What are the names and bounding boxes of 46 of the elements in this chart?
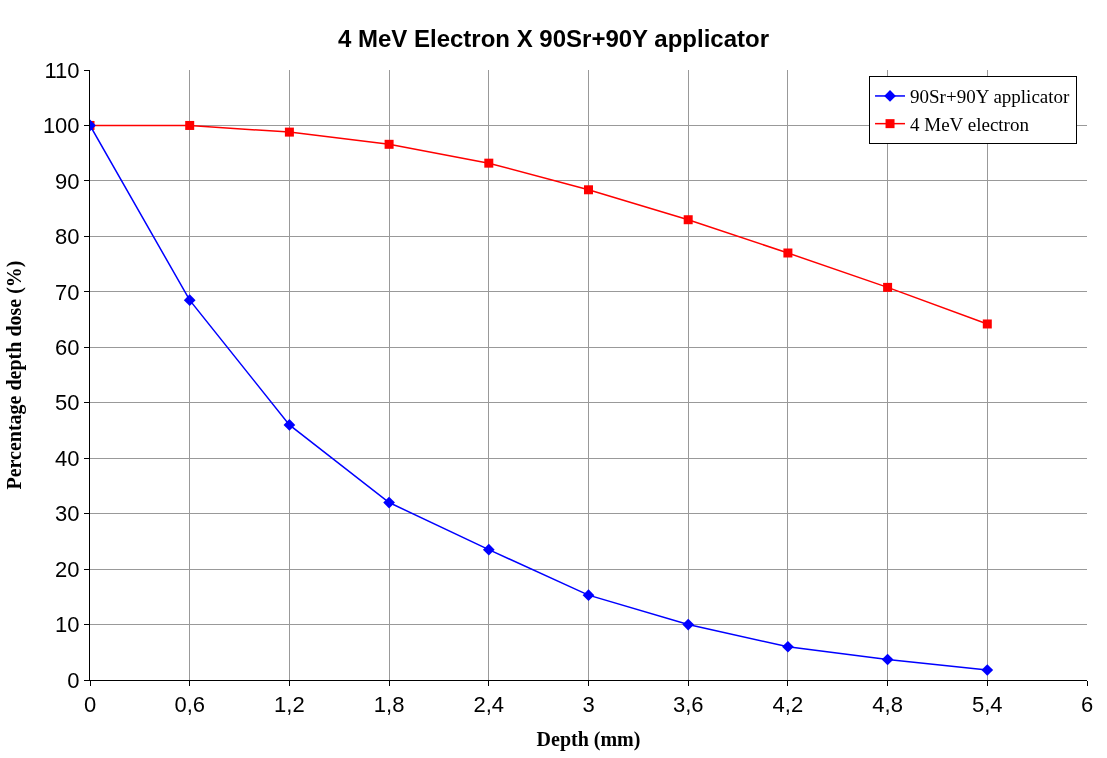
x-tick-label: 6 bbox=[1080, 692, 1094, 718]
point bbox=[783, 248, 793, 258]
y-tick-label: 40 bbox=[55, 445, 80, 471]
point bbox=[185, 120, 195, 130]
y-tick-label: 80 bbox=[55, 224, 80, 250]
y-tick-label: 70 bbox=[55, 279, 80, 305]
y-tick-label: 20 bbox=[55, 556, 80, 582]
point bbox=[881, 653, 894, 666]
x-tick-label: 4,2 bbox=[772, 692, 804, 718]
y-tick-label: 110 bbox=[44, 57, 80, 83]
point bbox=[283, 419, 296, 431]
y-tick-label: 60 bbox=[55, 334, 80, 360]
x-tick-label: 0 bbox=[83, 692, 97, 718]
x-tick-label: 1,8 bbox=[373, 692, 405, 718]
legend-label: 90Sr+90Y applicator bbox=[910, 86, 1071, 108]
y-tick-label: 100 bbox=[42, 113, 80, 139]
point bbox=[584, 185, 593, 195]
point bbox=[482, 543, 495, 556]
point bbox=[582, 589, 595, 601]
chart-title: 4 MeV Electron X 90Sr+90Y applicator bbox=[337, 25, 770, 53]
x-tick-label: 4,8 bbox=[872, 692, 903, 718]
point bbox=[982, 319, 992, 329]
x-axis-title: Depth (mm) bbox=[536, 727, 641, 751]
point bbox=[883, 282, 893, 292]
point bbox=[683, 215, 693, 225]
point bbox=[383, 496, 395, 509]
y-tick-label: 0 bbox=[67, 667, 80, 693]
y-tick-label: 50 bbox=[55, 390, 80, 416]
point bbox=[484, 158, 494, 168]
y-tick-label: 90 bbox=[55, 168, 80, 194]
x-tick-label: 1,2 bbox=[274, 692, 305, 718]
point bbox=[682, 618, 695, 631]
point bbox=[183, 294, 196, 306]
point bbox=[284, 127, 294, 137]
x-tick-label: 3 bbox=[582, 692, 595, 718]
x-tick-label: 0,6 bbox=[174, 692, 205, 718]
point bbox=[782, 640, 794, 653]
x-tick-label: 2,4 bbox=[473, 692, 505, 718]
y-tick-label: 10 bbox=[55, 612, 80, 638]
y-tick-label: 30 bbox=[55, 501, 80, 527]
x-tick-label: 3,6 bbox=[672, 692, 704, 718]
y-axis-title: Percentage depth dose (%) bbox=[3, 260, 27, 490]
point bbox=[981, 664, 994, 676]
point bbox=[384, 139, 394, 149]
x-tick-label: 5,4 bbox=[972, 692, 1003, 718]
legend-label: 4 MeV electron bbox=[910, 114, 1030, 136]
